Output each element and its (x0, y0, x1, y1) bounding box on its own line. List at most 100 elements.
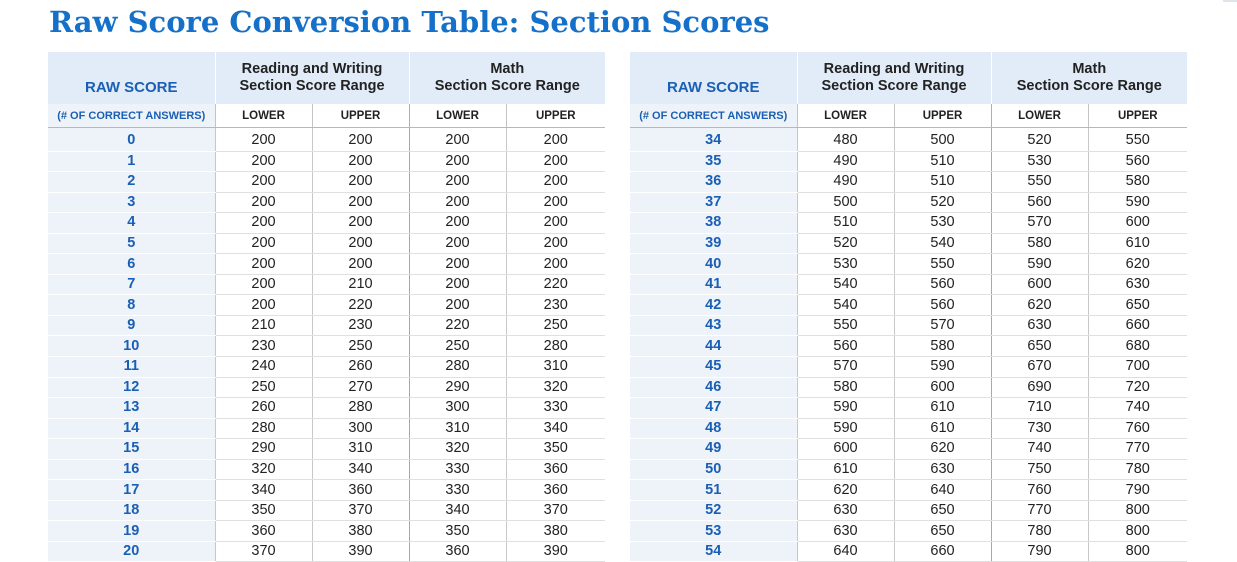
math-lower-cell: 300 (408, 397, 507, 419)
rw-lower-cell: 280 (214, 418, 312, 440)
math-upper-cell: 760 (1087, 418, 1188, 440)
table-row: 45 570 590 670 700 (630, 356, 1188, 378)
math-lower-cell: 200 (408, 151, 507, 173)
math-lower-cell: 590 (990, 253, 1089, 275)
raw-score-cell: 39 (630, 233, 797, 255)
table-row: 8 200 220 200 230 (48, 294, 606, 316)
math-upper-cell: 390 (505, 541, 606, 562)
raw-score-cell: 13 (48, 397, 215, 419)
rw-lower-cell: 640 (796, 541, 894, 562)
math-upper-cell: 680 (1087, 335, 1188, 358)
raw-score-cell: 9 (48, 315, 215, 337)
table-row: 54 640 660 790 800 (630, 541, 1188, 562)
rw-upper-header: UPPER (893, 104, 992, 128)
math-lower-cell: 350 (408, 520, 507, 542)
math-lower-cell: 560 (990, 192, 1089, 214)
math-upper-cell: 700 (1087, 356, 1188, 378)
table-row: 49 600 620 740 770 (630, 438, 1188, 460)
raw-score-cell: 42 (630, 294, 797, 316)
rw-lower-cell: 540 (796, 274, 894, 296)
rw-upper-cell: 340 (311, 459, 410, 481)
table-row: 10 230 250 250 280 (48, 335, 606, 358)
rw-upper-cell: 200 (311, 171, 410, 193)
math-upper-cell: 200 (505, 192, 606, 214)
raw-score-cell: 54 (630, 541, 797, 562)
math-lower-cell: 330 (408, 459, 507, 481)
raw-score-cell: 46 (630, 377, 797, 399)
rw-lower-cell: 510 (796, 212, 894, 234)
math-lower-cell: 200 (408, 127, 507, 152)
rw-lower-cell: 610 (796, 459, 894, 481)
math-upper-cell: 360 (505, 459, 606, 481)
rw-lower-cell: 200 (214, 274, 312, 296)
rw-upper-cell: 560 (893, 294, 992, 316)
table-row: 35 490 510 530 560 (630, 151, 1188, 173)
math-upper-cell: 800 (1087, 500, 1188, 522)
rw-lower-cell: 600 (796, 438, 894, 460)
raw-score-cell: 35 (630, 151, 797, 173)
table-row: 41 540 560 600 630 (630, 274, 1188, 296)
rw-upper-cell: 540 (893, 233, 992, 255)
rw-upper-cell: 570 (893, 315, 992, 337)
reading-writing-subtitle: Section Score Range (821, 78, 967, 94)
rw-lower-cell: 290 (214, 438, 312, 460)
math-lower-cell: 770 (990, 500, 1089, 522)
raw-score-cell: 41 (630, 274, 797, 296)
rw-upper-cell: 620 (893, 438, 992, 460)
math-upper-header: UPPER (1087, 104, 1188, 128)
rw-lower-cell: 490 (796, 151, 894, 173)
rw-upper-cell: 370 (311, 500, 410, 522)
math-lower-cell: 620 (990, 294, 1089, 316)
raw-score-header: RAW SCORE (48, 52, 215, 104)
table-row: 50 610 630 750 780 (630, 459, 1188, 481)
raw-score-cell: 40 (630, 253, 797, 275)
rw-upper-cell: 600 (893, 377, 992, 399)
raw-score-cell: 19 (48, 520, 215, 542)
rw-upper-cell: 300 (311, 418, 410, 440)
table-row: 19 360 380 350 380 (48, 520, 606, 542)
math-upper-cell: 330 (505, 397, 606, 419)
rw-lower-header: LOWER (214, 104, 312, 128)
raw-score-cell: 2 (48, 171, 215, 193)
raw-score-cell: 36 (630, 171, 797, 193)
math-lower-cell: 280 (408, 356, 507, 378)
math-lower-cell: 520 (990, 127, 1089, 152)
rw-lower-cell: 370 (214, 541, 312, 562)
rw-lower-cell: 200 (214, 253, 312, 275)
raw-score-cell: 1 (48, 151, 215, 173)
rw-lower-cell: 550 (796, 315, 894, 337)
math-upper-cell: 580 (1087, 171, 1188, 193)
reading-writing-subtitle: Section Score Range (239, 78, 385, 94)
rw-upper-cell: 510 (893, 151, 992, 173)
raw-score-cell: 48 (630, 418, 797, 440)
raw-score-cell: 15 (48, 438, 215, 460)
rw-lower-cell: 260 (214, 397, 312, 419)
rw-lower-cell: 500 (796, 192, 894, 214)
math-lower-cell: 570 (990, 212, 1089, 234)
math-upper-cell: 200 (505, 127, 606, 152)
math-lower-cell: 690 (990, 377, 1089, 399)
math-upper-cell: 560 (1087, 151, 1188, 173)
rw-lower-cell: 480 (796, 127, 894, 152)
rw-upper-cell: 200 (311, 151, 410, 173)
raw-score-cell: 3 (48, 192, 215, 214)
math-lower-cell: 310 (408, 418, 507, 440)
math-lower-cell: 200 (408, 171, 507, 193)
math-upper-cell: 620 (1087, 253, 1188, 275)
math-lower-cell: 530 (990, 151, 1089, 173)
math-lower-cell: 630 (990, 315, 1089, 337)
math-upper-cell: 200 (505, 151, 606, 173)
math-subtitle: Section Score Range (1016, 78, 1162, 94)
math-lower-cell: 200 (408, 294, 507, 316)
math-lower-cell: 650 (990, 335, 1089, 358)
math-subtitle: Section Score Range (434, 78, 580, 94)
rw-lower-cell: 200 (214, 294, 312, 316)
raw-score-cell: 12 (48, 377, 215, 399)
reading-writing-header: Reading and Writing Section Score Range (796, 52, 992, 104)
rw-lower-cell: 520 (796, 233, 894, 255)
table-row: 5 200 200 200 200 (48, 233, 606, 255)
math-upper-cell: 200 (505, 233, 606, 255)
table-row: 44 560 580 650 680 (630, 335, 1188, 358)
rw-lower-cell: 360 (214, 520, 312, 542)
math-lower-cell: 710 (990, 397, 1089, 419)
